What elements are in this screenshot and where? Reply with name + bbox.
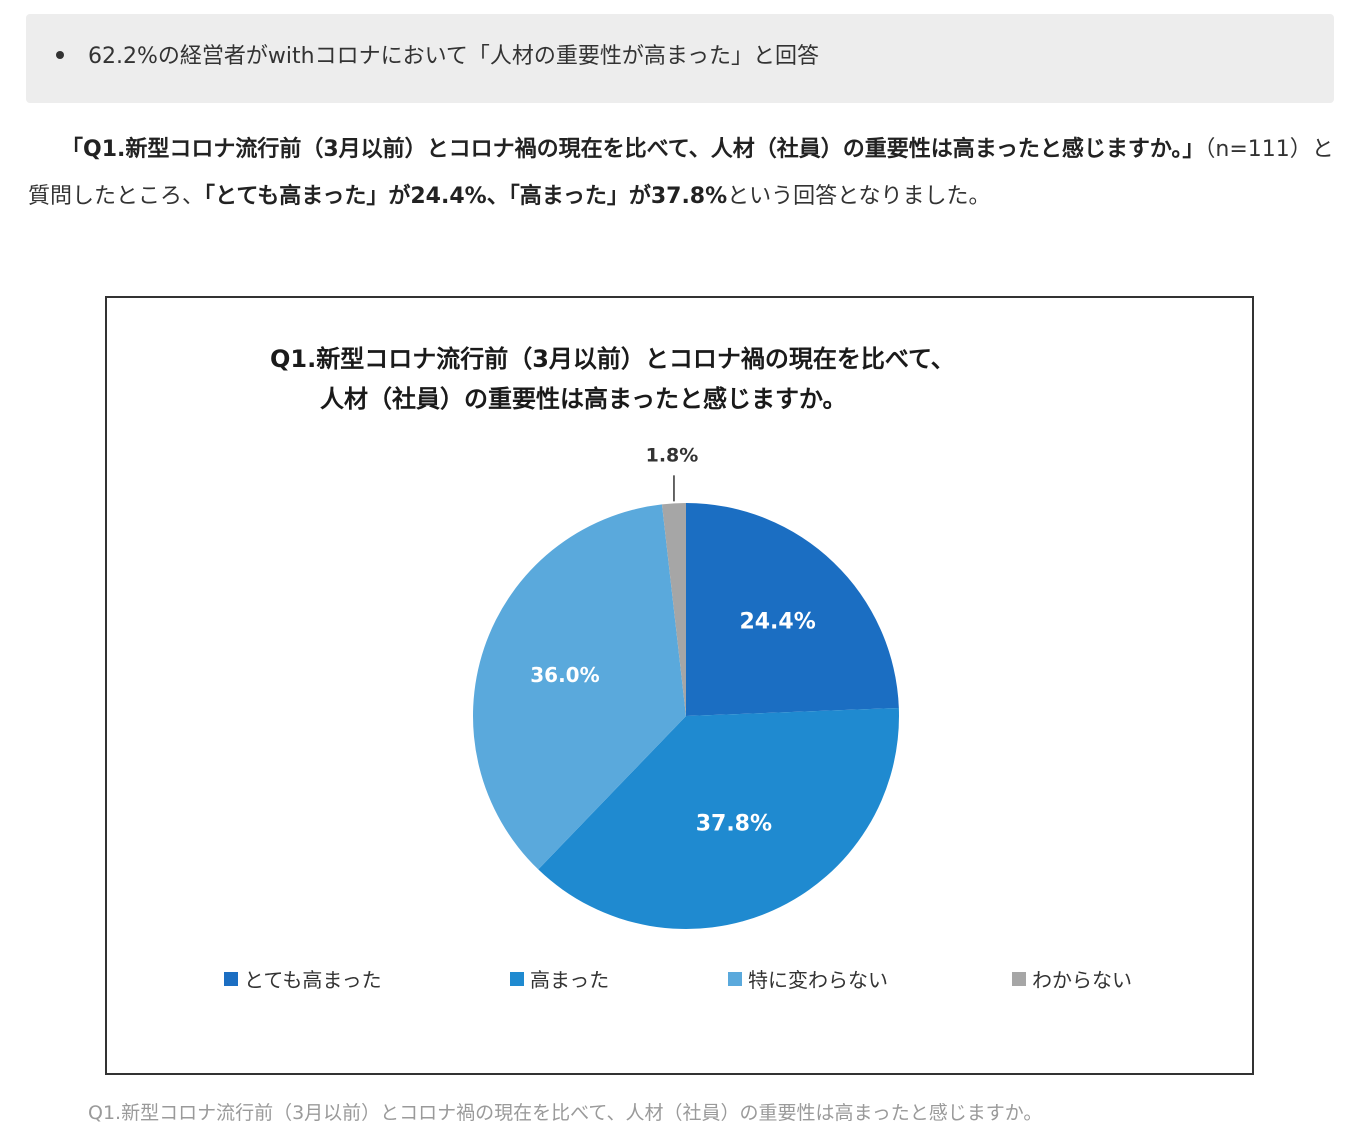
data-label-unchanged: 36.0% bbox=[530, 663, 599, 687]
data-label-increased: 37.8% bbox=[696, 812, 772, 837]
highlight-text: 62.2%の経営者がwithコロナにおいて「人材の重要性が高まった」と回答 bbox=[88, 44, 820, 69]
figure-caption: Q1.新型コロナ流行前（3月以前）とコロナ禍の現在を比べて、人材（社員）の重要性… bbox=[88, 1102, 1043, 1124]
legend-swatch-increased bbox=[510, 971, 524, 986]
sample-size-text: （n=111）と質問したところ、 bbox=[28, 137, 1334, 209]
highlight-box bbox=[26, 14, 1334, 103]
legend-swatch-very-increased bbox=[224, 971, 238, 986]
legend-swatch-unchanged bbox=[728, 971, 742, 986]
chart-legend: とても高まった 高まった 特に変わらない わからない bbox=[0, 964, 1364, 994]
legend-item-unknown: わからない bbox=[1012, 964, 1132, 993]
legend-label-unknown: わからない bbox=[1032, 968, 1132, 992]
pie-slice-unchanged bbox=[473, 504, 686, 870]
answer-increased-text: 「高まった」が37.8% bbox=[508, 184, 728, 209]
chart-title: Q1.新型コロナ流行前（3月以前）とコロナ禍の現在を比べて、 人材（社員）の重要… bbox=[270, 339, 955, 419]
chart-title-line1: Q1.新型コロナ流行前（3月以前）とコロナ禍の現在を比べて、 bbox=[270, 345, 955, 373]
legend-label-increased: 高まった bbox=[530, 968, 610, 992]
data-label-unknown: 1.8% bbox=[646, 444, 699, 466]
legend-label-very-increased: とても高まった bbox=[244, 968, 382, 992]
pie-slice-increased bbox=[538, 707, 899, 929]
paragraph-ending: という回答となりました。 bbox=[727, 184, 991, 209]
answer-very-increased-text: 「とても高まった」が24.4%、 bbox=[204, 184, 509, 209]
bullet-icon bbox=[56, 51, 64, 59]
legend-item-unchanged: 特に変わらない bbox=[728, 964, 888, 993]
data-label-very-increased: 24.4% bbox=[739, 610, 815, 635]
legend-label-unchanged: 特に変わらない bbox=[748, 968, 888, 992]
pie-slice-very-increased bbox=[686, 503, 899, 716]
legend-item-increased: 高まった bbox=[510, 964, 609, 993]
chart-title-line2: 人材（社員）の重要性は高まったと感じますか。 bbox=[320, 385, 847, 413]
question-text: 「Q1.新型コロナ流行前（3月以前）とコロナ禍の現在を比べて、人材（社員）の重要… bbox=[61, 137, 1205, 162]
body-paragraph: 「Q1.新型コロナ流行前（3月以前）とコロナ禍の現在を比べて、人材（社員）の重要… bbox=[28, 126, 1336, 220]
pie-slice-unknown bbox=[661, 503, 686, 716]
legend-item-very-increased: とても高まった bbox=[224, 964, 382, 993]
legend-swatch-unknown bbox=[1012, 971, 1026, 986]
